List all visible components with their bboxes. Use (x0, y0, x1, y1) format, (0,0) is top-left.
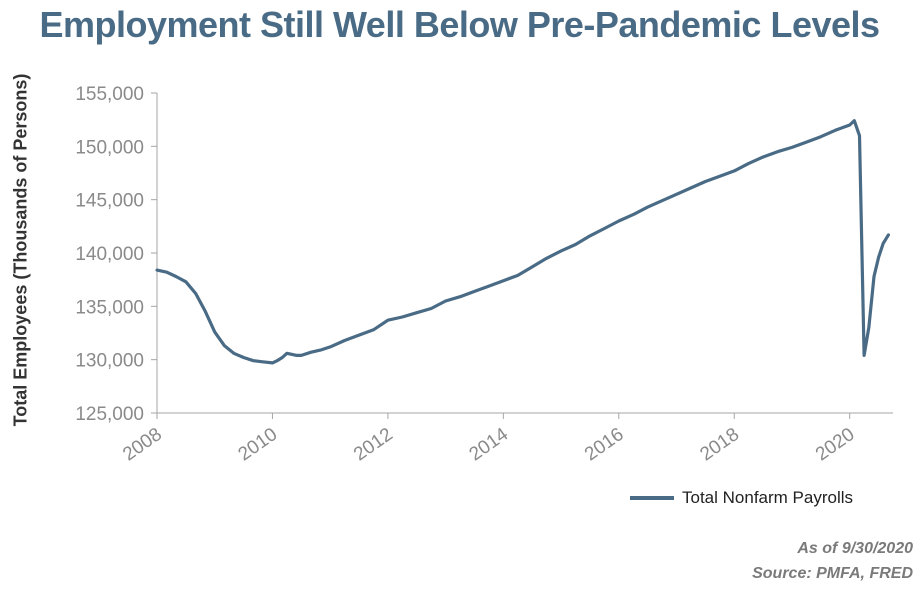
y-tick-label: 135,000 (75, 297, 144, 318)
y-tick-label: 145,000 (75, 191, 144, 212)
y-tick-label: 150,000 (75, 137, 144, 158)
y-tick-label: 130,000 (75, 351, 144, 372)
y-tick-label: 155,000 (75, 84, 144, 105)
x-ticks: 2008 2010 2012 2014 2016 2018 2020 (119, 413, 859, 466)
x-tick-label: 2016 (581, 424, 628, 465)
x-tick-label: 2018 (696, 424, 743, 465)
legend-swatch (630, 496, 674, 500)
y-tick-label: 125,000 (75, 404, 144, 425)
legend-label: Total Nonfarm Payrolls (682, 488, 854, 507)
chart-title: Employment Still Well Below Pre-Pandemic… (39, 4, 880, 45)
legend: Total Nonfarm Payrolls (630, 488, 853, 508)
y-ticks: 125,000 130,000 135,000 140,000 145,000 150,0… (75, 84, 157, 425)
y-axis-label: Total Employees (Thousands of Persons) (10, 73, 31, 427)
as-of-note: As of 9/30/2020 (797, 540, 913, 557)
series-layer (155, 119, 891, 365)
source-note: Source: PMFA, FRED (752, 565, 913, 582)
x-tick-label: 2020 (812, 424, 859, 465)
series-line-total-nonfarm-payrolls (155, 119, 891, 365)
x-tick-label: 2014 (466, 424, 513, 466)
y-tick-label: 140,000 (75, 244, 144, 265)
x-tick-label: 2008 (119, 424, 166, 465)
x-tick-label: 2010 (235, 424, 282, 465)
x-tick-label: 2012 (350, 424, 397, 465)
